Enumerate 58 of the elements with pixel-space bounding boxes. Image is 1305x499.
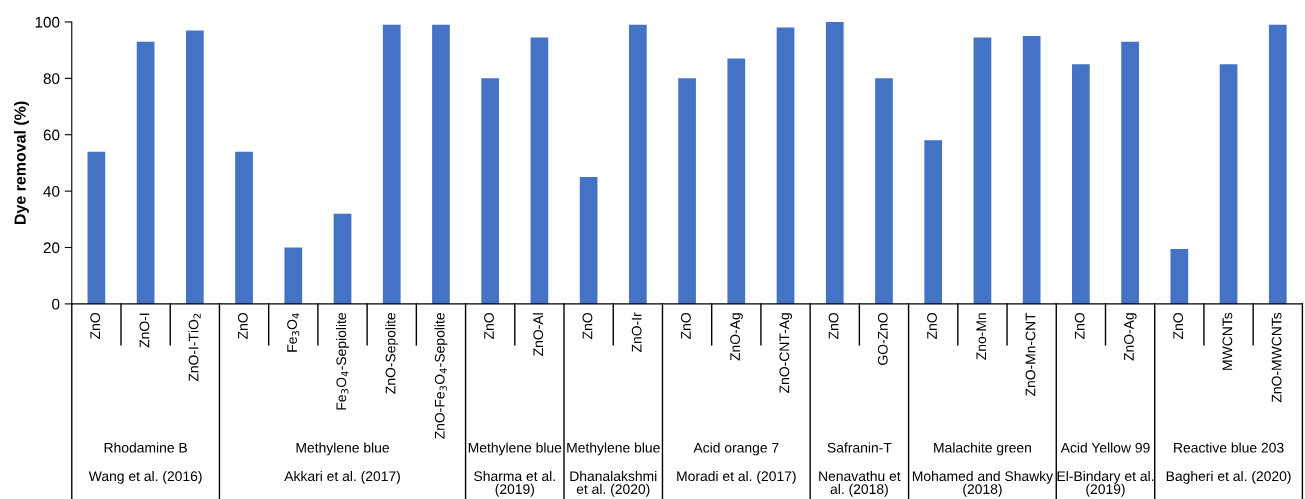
text: Dhanalakshmi et al. (2020) [570,470,657,497]
x-tick-label: ZnO-Ir [631,312,642,353]
bar [382,24,401,304]
x-tick-label: ZnO-CNT-Ag [779,313,793,393]
x-tick-label: ZnO [1173,313,1184,339]
x-tick-label: ZnO-Fe$_{3}$O$_{4}$-Sepolite [434,313,448,439]
x-tick-label: ZnO [680,313,691,339]
x-axis-title: Reactive blue 203 [1174,442,1284,453]
text: Sharma et al. (2019) [474,470,555,497]
text: El-Bindary et al. (2019) [1057,470,1154,497]
x-tick-label: ZnO [90,313,101,339]
bar [87,151,106,304]
y-tick-label: 0 [52,298,60,310]
x-tick-label: ZnO-Ag [1124,313,1137,361]
x-tick-label: ZnO [582,313,593,339]
x-axis-title: Methylene blue [296,442,389,456]
y-tick-label: 100 [35,16,60,28]
x-axis-title: Methylene blue [468,442,562,456]
x-tick-label: ZnO-Al [532,313,544,356]
x-tick-label: ZnO-Ag [730,313,743,361]
x-tick-label: ZnO [828,313,839,339]
x-tick-label: GO-ZnO [877,313,888,365]
x-axis-title: Rhodamine B [104,442,187,453]
text: Bagheri et al. (2020) [1166,470,1291,484]
x-axis-title: Malachite green [934,442,1031,456]
x-axis-title: Acid Yellow 99 [1060,442,1150,453]
x-tick-label: Fe$_{3}$O$_{4}$ [287,313,300,352]
x-tick-label: ZnO-Mn-CNT [1025,312,1036,396]
x-tick-label: ZnO [484,313,494,339]
x-tick-label: ZnO-MWCNTs [1271,312,1282,403]
x-tick-label: ZnO [927,313,937,339]
text: Nenavathu et al. (2018) [819,470,901,497]
bar [235,151,253,304]
bar [185,30,204,304]
x-axis-title: Methylene blue [567,442,660,456]
x-axis-title: Safranin-T [827,442,892,453]
x-tick-label: ZnO [237,313,248,339]
x-axis-title: Acid orange 7 [693,442,779,456]
bar [333,213,352,304]
bar [432,24,450,304]
y-tick-label: 40 [43,185,60,197]
bar [136,41,155,304]
text: Mohamed and Shawky (2018) [912,470,1054,497]
text: Akkari et al. (2017) [284,470,400,484]
y-tick-label: 20 [43,242,60,254]
text: Wang et al. (2016) [88,470,202,484]
text: Moradi et al. (2017) [677,470,796,484]
x-tick-label: ZnO-Sepolite [385,312,399,394]
x-tick-label: Zno-Mn [976,313,987,360]
x-tick-label: ZnO-I-TiO$_{2}$ [188,313,201,382]
y-tick-label: 80 [43,73,60,85]
x-tick-label: ZnO-I [139,313,150,348]
x-tick-label: ZnO [1074,313,1085,339]
x-tick-label: Fe$_{3}$O$_{4}$-Sepiolite [335,312,349,410]
y-tick-label: 60 [43,129,60,141]
y-axis-title: Dye removal (%) [14,101,29,224]
bar [284,247,303,304]
x-tick-label: MWCNTs [1222,312,1233,370]
